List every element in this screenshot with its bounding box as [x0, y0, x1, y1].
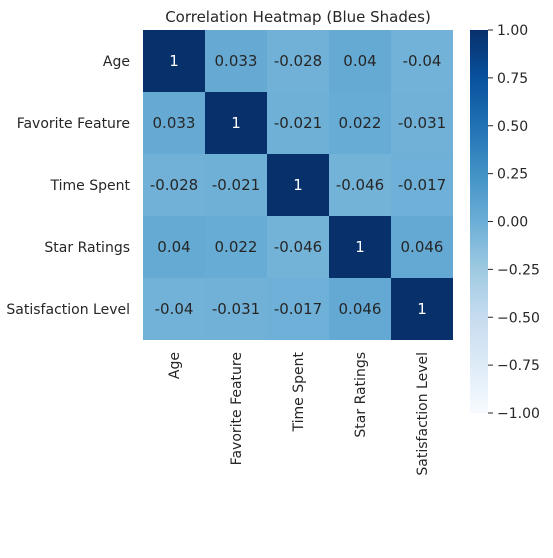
heatmap-cell: [391, 154, 453, 216]
chart-title: Correlation Heatmap (Blue Shades): [165, 8, 431, 26]
cell-value-label: -0.04: [403, 52, 442, 70]
column-labels: Age Favorite Feature Time Spent Star Rating…: [167, 351, 431, 475]
cell-value-label: 0.022: [215, 238, 258, 256]
heatmap-cell: [205, 30, 267, 92]
heatmap-cell: [391, 278, 453, 340]
cell-value-label: -0.046: [336, 176, 384, 194]
cell-value-label: 1: [293, 176, 303, 194]
cell-value-label: -0.04: [155, 300, 194, 318]
column-label: Age: [167, 352, 183, 379]
cell-value-label: 1: [169, 52, 179, 70]
colorbar-tick-label: 0.25: [497, 167, 528, 183]
row-label: Favorite Feature: [17, 116, 130, 132]
heatmap-cell: [205, 216, 267, 278]
heatmap-cell: [329, 30, 391, 92]
cell-value-label: -0.017: [398, 176, 446, 194]
heatmap-cell: [205, 278, 267, 340]
column-label: Time Spent: [291, 351, 307, 432]
heatmap-cell: [391, 216, 453, 278]
column-label: Favorite Feature: [229, 352, 245, 465]
colorbar-tick-label: −1.00: [497, 406, 540, 422]
column-label: Satisfaction Level: [415, 352, 431, 476]
column-label: Star Ratings: [353, 352, 369, 438]
cell-value-label: 0.04: [157, 238, 190, 256]
cell-value-label: -0.017: [274, 300, 322, 318]
colorbar-tick-label: 0.00: [497, 215, 528, 231]
colorbar: [470, 30, 488, 413]
heatmap-cell: [329, 278, 391, 340]
cell-value-label: 1: [355, 238, 365, 256]
heatmap-cell: [143, 92, 205, 154]
heatmap-cells: 1 0.033 -0.028 0.04 -0.04 0.033 1 -0.021 0.022 -0…: [143, 30, 453, 340]
heatmap-cell: [143, 30, 205, 92]
heatmap-cell: [205, 154, 267, 216]
colorbar-tick-label: −0.25: [497, 262, 540, 278]
heatmap-cell: [391, 30, 453, 92]
heatmap-cell: [267, 92, 329, 154]
row-labels: Age Favorite Feature Time Spent Star Rating…: [6, 54, 130, 318]
heatmap-cell: [267, 278, 329, 340]
heatmap-cell: [267, 30, 329, 92]
heatmap-cell: [329, 154, 391, 216]
cell-value-label: -0.046: [274, 238, 322, 256]
cell-value-label: -0.031: [212, 300, 260, 318]
cell-value-label: 0.033: [153, 114, 196, 132]
heatmap-cell: [391, 92, 453, 154]
row-label: Satisfaction Level: [6, 302, 130, 318]
cell-value-label: -0.021: [274, 114, 322, 132]
colorbar-ticks: 1.00 0.75 0.50 0.25 0.00 −0.25 −0.50 −0.75 −1.00: [488, 23, 540, 422]
row-label: Age: [103, 54, 130, 70]
colorbar-tick-label: 0.50: [497, 119, 528, 135]
cell-value-label: -0.028: [150, 176, 198, 194]
cell-value-label: -0.021: [212, 176, 260, 194]
cell-value-label: 0.033: [215, 52, 258, 70]
row-label: Time Spent: [50, 178, 131, 194]
cell-value-label: 1: [417, 300, 427, 318]
cell-value-label: 0.046: [339, 300, 382, 318]
heatmap-cell: [205, 92, 267, 154]
cell-value-label: 0.04: [343, 52, 376, 70]
heatmap-cell: [329, 216, 391, 278]
heatmap-cell: [267, 154, 329, 216]
heatmap-cell: [329, 92, 391, 154]
heatmap-cell: [143, 154, 205, 216]
colorbar-tick-label: −0.50: [497, 310, 540, 326]
colorbar-tick-label: 1.00: [497, 23, 528, 39]
heatmap-cell: [143, 278, 205, 340]
cell-value-label: 0.022: [339, 114, 382, 132]
cell-value-label: -0.028: [274, 52, 322, 70]
colorbar-tick-label: −0.75: [497, 358, 540, 374]
colorbar-tick-label: 0.75: [497, 71, 528, 87]
cell-value-label: 0.046: [401, 238, 444, 256]
cell-value-label: -0.031: [398, 114, 446, 132]
row-label: Star Ratings: [44, 240, 130, 256]
heatmap-cell: [143, 216, 205, 278]
heatmap-cell: [267, 216, 329, 278]
cell-value-label: 1: [231, 114, 241, 132]
